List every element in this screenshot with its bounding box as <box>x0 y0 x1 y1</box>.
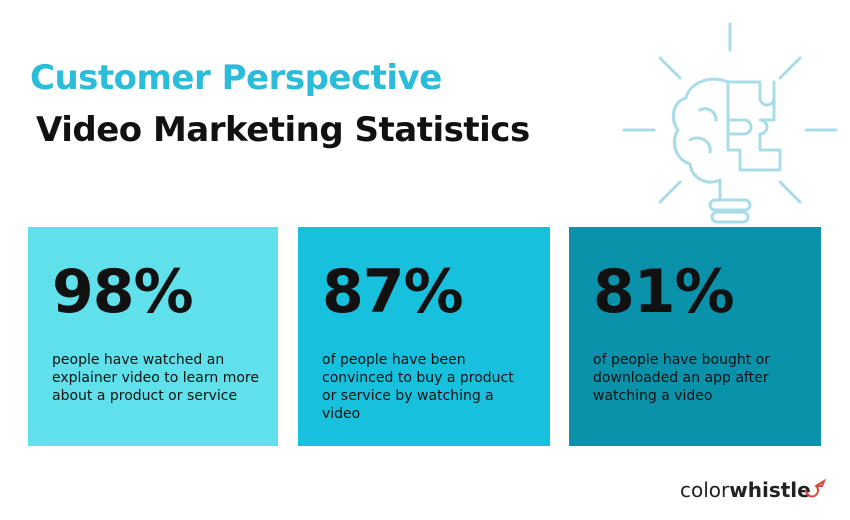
stat-card: 81% of people have bought or downloaded … <box>569 227 821 446</box>
logo-whistle-icon <box>805 478 826 498</box>
stat-description: of people have bought or downloaded an a… <box>593 352 770 404</box>
stat-value: 98% <box>52 257 194 327</box>
stat-value: 87% <box>322 257 464 327</box>
logo-text: color <box>680 478 730 502</box>
stat-description: people have watched an explainer video t… <box>52 352 259 404</box>
stat-value: 81% <box>593 257 735 327</box>
stat-description: of people have been convinced to buy a p… <box>322 352 514 422</box>
logo-text-bold: whistle <box>729 478 811 502</box>
brain-puzzle-icon <box>622 22 838 224</box>
logo: colorwhistle <box>680 478 811 502</box>
title-line-2: Video Marketing Statistics <box>36 110 530 150</box>
title-line-1: Customer Perspective <box>30 58 442 98</box>
stat-card: 98% people have watched an explainer vid… <box>28 227 278 446</box>
stat-card: 87% of people have been convinced to buy… <box>298 227 550 446</box>
